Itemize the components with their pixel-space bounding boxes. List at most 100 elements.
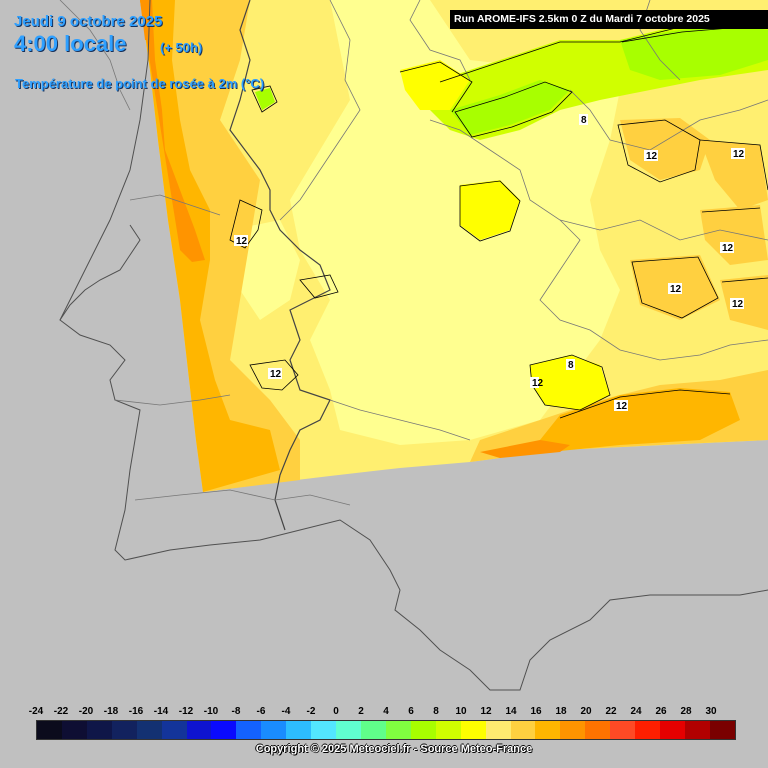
legend-label: 0 xyxy=(333,706,339,717)
legend-swatch xyxy=(635,721,661,739)
legend-label: -2 xyxy=(306,706,316,717)
legend-swatch xyxy=(37,721,62,739)
legend-swatch xyxy=(360,721,386,739)
region-border-1 xyxy=(279,0,361,221)
legend-swatch xyxy=(336,721,361,739)
north-green-bright xyxy=(450,80,570,135)
legend-swatch xyxy=(684,721,710,739)
legend-swatch xyxy=(709,721,735,739)
northeast-green-bright xyxy=(620,25,768,80)
legend-swatch xyxy=(261,721,287,739)
coastline xyxy=(59,0,768,691)
legend-label: -16 xyxy=(128,706,144,717)
legend-label: 22 xyxy=(605,706,617,717)
legend-swatch xyxy=(136,721,162,739)
legend-swatch xyxy=(161,721,187,739)
legend-swatch xyxy=(560,721,586,739)
legend-label: 10 xyxy=(455,706,467,717)
forecast-time: 4:00 locale xyxy=(14,31,127,56)
legend-swatch xyxy=(211,721,237,739)
legend-label: 14 xyxy=(505,706,517,717)
legend-label: -14 xyxy=(153,706,169,717)
legend-swatch xyxy=(460,721,486,739)
contour-label: 12 xyxy=(722,243,734,254)
parameter-title: Température de point de rosée à 2m (°C) xyxy=(15,76,265,91)
legend-label: -8 xyxy=(231,706,241,717)
legend-label: 28 xyxy=(680,706,692,717)
legend-swatch xyxy=(435,721,461,739)
contour-label: 8 xyxy=(581,115,587,126)
legend-label: 26 xyxy=(655,706,667,717)
gulf-dark-orange-strip xyxy=(480,440,570,458)
legend-label: -22 xyxy=(53,706,69,717)
legend-label: -6 xyxy=(256,706,266,717)
legend-labels: -24 -22 -20 -18 -16 -14 -12 -10 -8 -6 -4 -2 0 2 4 6 8 10 1… xyxy=(24,706,744,720)
legend-label: 18 xyxy=(555,706,567,717)
region-border-11 xyxy=(59,0,131,111)
copyright-text: Copyright © 2025 Meteociel.fr - Source M… xyxy=(255,743,533,755)
region-border-10 xyxy=(134,489,351,506)
legend-swatch xyxy=(86,721,112,739)
region-border-9 xyxy=(129,194,221,216)
legend-label: 24 xyxy=(630,706,642,717)
color-legend-bar xyxy=(36,720,736,740)
north-yellow-patch xyxy=(400,60,470,110)
legend-label: 2 xyxy=(358,706,364,717)
forecast-lead-time: (+ 50h) xyxy=(160,40,203,55)
legend-swatch xyxy=(660,721,685,739)
legend-label: -24 xyxy=(28,706,44,717)
legend-label: -12 xyxy=(178,706,194,717)
coastal-orange-band xyxy=(140,0,280,492)
east-gold-patch-2 xyxy=(700,140,768,210)
region-border-4 xyxy=(329,399,471,441)
legend-swatch xyxy=(286,721,312,739)
legend-swatch xyxy=(535,721,561,739)
south-yellow-patch xyxy=(530,355,610,410)
region-border-5 xyxy=(559,219,768,241)
legend-label: -20 xyxy=(78,706,94,717)
legend-label: 12 xyxy=(480,706,492,717)
legend-swatch xyxy=(186,721,212,739)
east-gold-patch-1 xyxy=(620,118,710,180)
border-portugal-spain xyxy=(229,0,331,531)
legend-label: -4 xyxy=(281,706,291,717)
region-border-8 xyxy=(114,394,231,406)
run-label: Run AROME-IFS 2.5km 0 Z du Mardi 7 octob… xyxy=(450,10,768,29)
legend-label: 16 xyxy=(530,706,542,717)
legend-swatch xyxy=(311,721,337,739)
legend-swatch xyxy=(61,721,87,739)
legend-label: -18 xyxy=(103,706,119,717)
legend-label: 20 xyxy=(580,706,592,717)
contour-label: 12 xyxy=(646,151,658,162)
contour-label: 12 xyxy=(532,378,544,389)
forecast-date: Jeudi 9 octobre 2025 xyxy=(14,13,163,30)
legend-label: 6 xyxy=(408,706,414,717)
central-yellow-patch xyxy=(460,180,520,240)
legend-swatch xyxy=(610,721,636,739)
contour-label: 12 xyxy=(236,236,248,247)
legend-swatch xyxy=(385,721,411,739)
contour-label: 12 xyxy=(270,369,282,380)
contour-label: 12 xyxy=(670,284,682,295)
legend-label: 8 xyxy=(433,706,439,717)
legend-swatch xyxy=(236,721,262,739)
contour-label-group: 12 12 12 12 12 12 12 12 8 8 12 xyxy=(234,114,745,412)
legend-swatch xyxy=(510,721,536,739)
legend-swatch xyxy=(111,721,137,739)
contour-label: 12 xyxy=(616,401,628,412)
contour-label: 8 xyxy=(568,360,574,371)
southeast-orange-zone xyxy=(540,388,740,452)
legend-label: 4 xyxy=(383,706,389,717)
contour-label: 12 xyxy=(733,149,745,160)
green-spot xyxy=(255,88,275,110)
legend-label: -10 xyxy=(203,706,219,717)
region-border-3 xyxy=(429,119,768,361)
coastline-cape xyxy=(59,224,141,321)
contour-label: 12 xyxy=(732,299,744,310)
legend-swatch xyxy=(410,721,436,739)
region-border-2 xyxy=(409,0,471,81)
legend-swatch xyxy=(485,721,511,739)
legend-label: 30 xyxy=(705,706,717,717)
legend-swatch xyxy=(585,721,611,739)
